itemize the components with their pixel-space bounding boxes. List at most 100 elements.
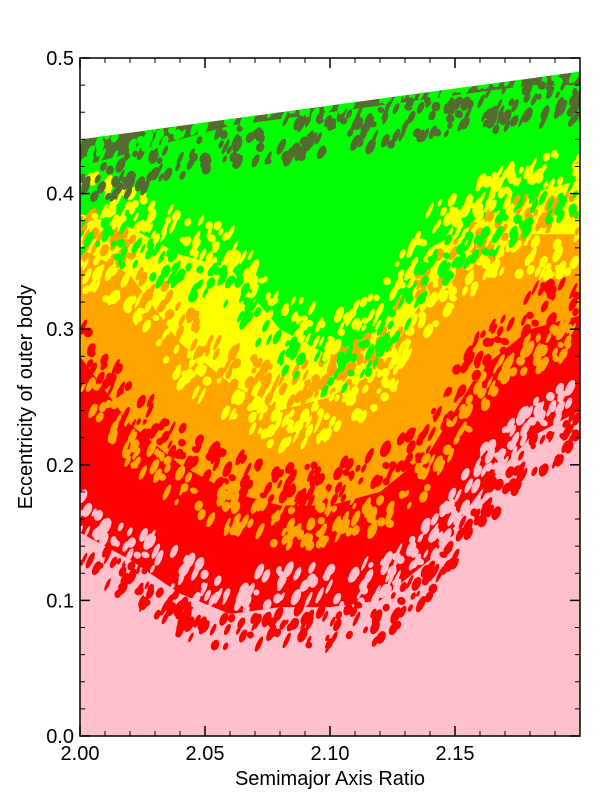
speckle-yellow [266, 334, 273, 346]
speckle-pink [275, 566, 282, 574]
speckle-red [308, 517, 316, 525]
speckle-orange [357, 353, 363, 360]
speckle-orange [293, 419, 304, 433]
speckle-yellow [110, 240, 117, 248]
speckle-orange [305, 415, 313, 429]
speckle-pink [222, 642, 229, 651]
speckle-yellow [442, 252, 451, 260]
speckle-pink [154, 550, 164, 566]
speckle-green [132, 150, 138, 158]
speckle-orange [461, 285, 469, 296]
speckle-pink [262, 599, 272, 611]
speckle-red [211, 440, 218, 453]
speckle-green [360, 122, 370, 134]
speckle-orange [120, 271, 131, 288]
speckle-red [445, 387, 453, 397]
speckle-orange [342, 388, 350, 403]
speckle-orange [495, 245, 505, 261]
speckle-green [398, 126, 407, 142]
speckle-red [161, 430, 170, 443]
speckle-pink [85, 552, 95, 569]
speckle-yellow [456, 261, 463, 269]
speckle-orange [322, 427, 332, 442]
speckle-orange [190, 317, 200, 332]
speckle-red [162, 484, 172, 501]
speckle-yellow [440, 206, 447, 217]
speckle-yellow [491, 231, 500, 243]
speckle-pink [254, 636, 264, 652]
speckle-green [234, 154, 243, 170]
speckle-yellow [330, 340, 340, 355]
speckle-red [405, 462, 414, 471]
speckle-pink [390, 607, 402, 624]
speckle-green [568, 115, 576, 127]
speckle-pink [200, 569, 209, 580]
speckle-pink [324, 638, 331, 649]
speckle-red [568, 297, 578, 312]
speckle-orange [524, 207, 532, 218]
speckle-pink [188, 632, 194, 643]
speckle-yellow [280, 306, 290, 317]
speckle-red [361, 504, 367, 511]
speckle-green [484, 108, 494, 120]
speckle-yellow [372, 358, 379, 368]
speckle-red [191, 446, 200, 453]
speckle-yellow [306, 320, 314, 327]
speckle-red [154, 448, 159, 456]
speckle-green [306, 108, 311, 117]
speckle-red [506, 316, 515, 332]
speckle-yellow [556, 176, 564, 186]
speckle-green [391, 128, 401, 143]
speckle-yellow [412, 281, 417, 288]
speckle-pink [533, 406, 544, 422]
speckle-orange [371, 404, 378, 413]
speckle-green [162, 145, 169, 156]
speckle-green [174, 128, 180, 136]
speckle-red [385, 507, 394, 522]
speckle-orange [107, 290, 117, 306]
speckle-yellow [337, 359, 345, 368]
speckle-red [315, 476, 322, 487]
speckle-yellow [365, 367, 373, 377]
speckle-pink [492, 462, 497, 470]
speckle-pink [518, 450, 525, 461]
speckle-pink [460, 499, 471, 515]
speckle-orange [155, 338, 162, 347]
speckle-yellow [237, 310, 244, 323]
speckle-yellow [145, 246, 154, 260]
speckle-green [523, 93, 531, 103]
speckle-pink [141, 568, 148, 575]
speckle-yellow [460, 204, 470, 215]
speckle-orange [314, 390, 319, 398]
speckle-pink [370, 608, 377, 619]
speckle-pink [151, 543, 161, 559]
speckle-green [214, 124, 223, 141]
speckle-pink [510, 446, 518, 459]
x-tick-label: 2.10 [311, 743, 350, 765]
speckle-pink [430, 547, 438, 561]
speckle-yellow [389, 285, 399, 301]
speckle-pink [273, 593, 282, 604]
speckle-red [546, 312, 557, 328]
speckle-red [324, 504, 330, 515]
speckle-pink [253, 589, 260, 596]
speckle-pink [481, 499, 491, 515]
speckle-orange [80, 223, 85, 238]
speckle-green [248, 113, 256, 127]
speckle-green [541, 74, 547, 84]
speckle-red [375, 475, 383, 487]
speckle-yellow [239, 249, 247, 264]
speckle-red [395, 460, 404, 473]
speckle-red [136, 418, 141, 425]
speckle-green [97, 181, 107, 194]
speckle-pink [562, 419, 569, 428]
speckle-pink [210, 639, 220, 651]
speckle-green [319, 146, 327, 157]
speckle-red [572, 308, 579, 317]
speckle-pink [227, 613, 236, 623]
speckle-red [164, 463, 171, 473]
speckle-orange [315, 433, 322, 442]
speckle-green [454, 110, 464, 119]
speckle-orange [334, 394, 340, 402]
speckle-red [233, 521, 242, 536]
